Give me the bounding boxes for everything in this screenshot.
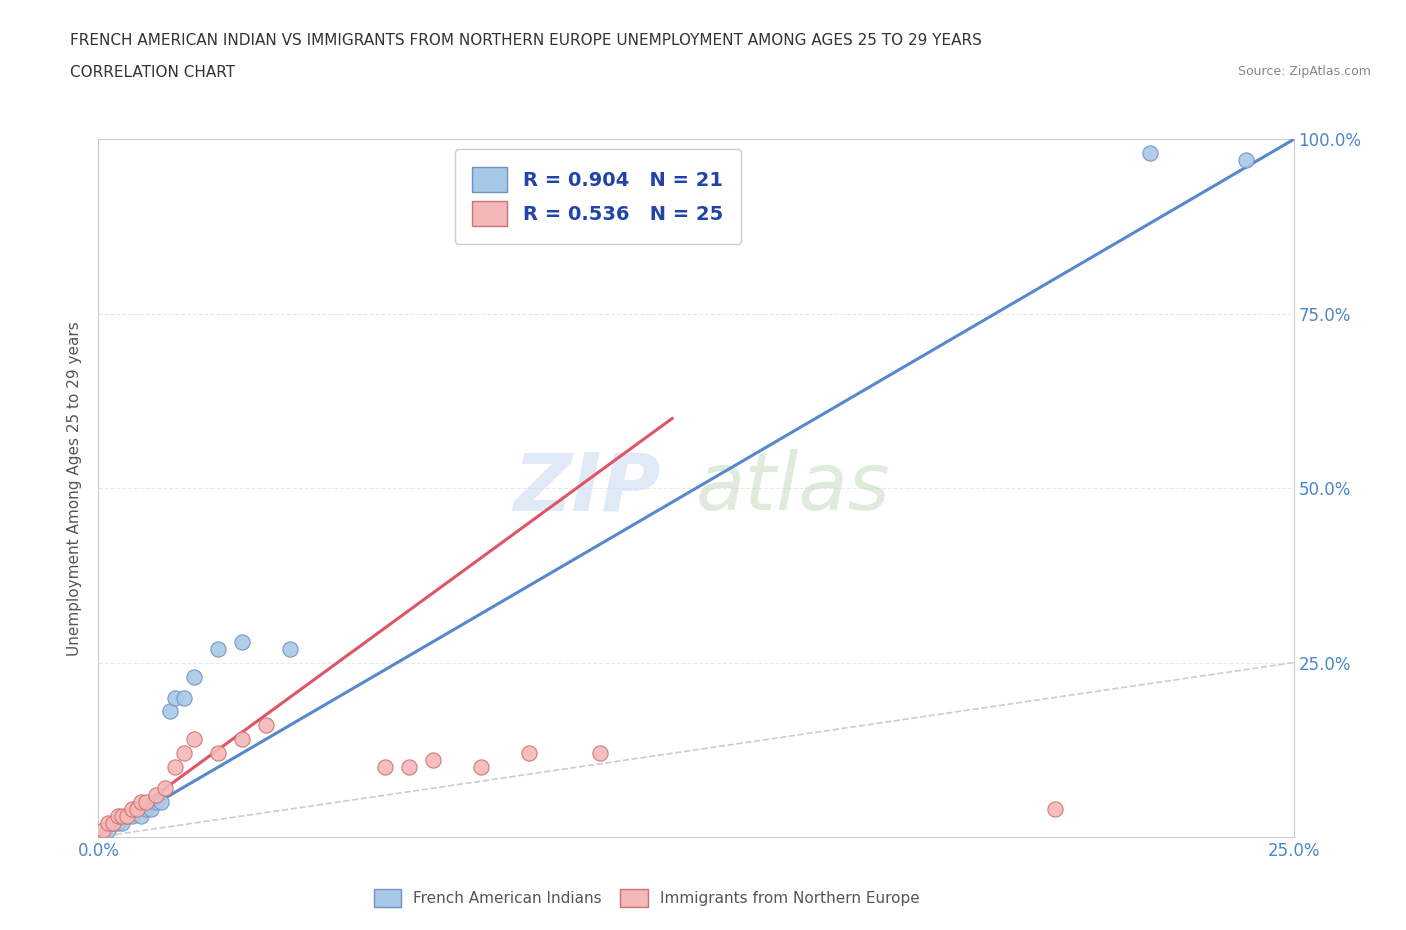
Point	[278, 642, 301, 657]
Point	[115, 809, 138, 824]
Point	[1043, 802, 1066, 817]
Point	[163, 690, 186, 705]
Point	[1139, 146, 1161, 161]
Point	[97, 823, 120, 838]
Point	[145, 794, 167, 809]
Point	[131, 809, 153, 824]
Point	[173, 746, 195, 761]
Point	[91, 823, 114, 838]
Point	[1234, 153, 1257, 168]
Point	[183, 732, 205, 747]
Point	[107, 809, 129, 824]
Point	[589, 746, 612, 761]
Point	[398, 760, 420, 775]
Point	[207, 746, 229, 761]
Point	[101, 816, 124, 830]
Text: atlas: atlas	[696, 449, 891, 527]
Point	[149, 794, 172, 809]
Point	[121, 802, 143, 817]
Point	[125, 802, 148, 817]
Point	[470, 760, 492, 775]
Point	[115, 809, 138, 824]
Point	[125, 802, 148, 817]
Point	[163, 760, 186, 775]
Point	[111, 816, 134, 830]
Point	[111, 809, 134, 824]
Text: ZIP: ZIP	[513, 449, 661, 527]
Point	[517, 746, 540, 761]
Point	[374, 760, 396, 775]
Point	[135, 802, 157, 817]
Point	[135, 794, 157, 809]
Point	[131, 794, 153, 809]
Point	[231, 732, 253, 747]
Legend: R = 0.904   N = 21, R = 0.536   N = 25: R = 0.904 N = 21, R = 0.536 N = 25	[454, 149, 741, 244]
Text: FRENCH AMERICAN INDIAN VS IMMIGRANTS FROM NORTHERN EUROPE UNEMPLOYMENT AMONG AGE: FRENCH AMERICAN INDIAN VS IMMIGRANTS FRO…	[70, 33, 983, 47]
Point	[422, 753, 444, 768]
Point	[107, 816, 129, 830]
Point	[139, 802, 162, 817]
Point	[173, 690, 195, 705]
Text: CORRELATION CHART: CORRELATION CHART	[70, 65, 235, 80]
Point	[97, 816, 120, 830]
Point	[159, 704, 181, 719]
Text: Source: ZipAtlas.com: Source: ZipAtlas.com	[1237, 65, 1371, 78]
Point	[145, 788, 167, 803]
Point	[101, 816, 124, 830]
Point	[207, 642, 229, 657]
Y-axis label: Unemployment Among Ages 25 to 29 years: Unemployment Among Ages 25 to 29 years	[67, 321, 83, 656]
Point	[231, 634, 253, 649]
Point	[155, 781, 177, 796]
Point	[183, 670, 205, 684]
Legend: French American Indians, Immigrants from Northern Europe: French American Indians, Immigrants from…	[367, 884, 927, 913]
Point	[254, 718, 277, 733]
Point	[121, 809, 143, 824]
